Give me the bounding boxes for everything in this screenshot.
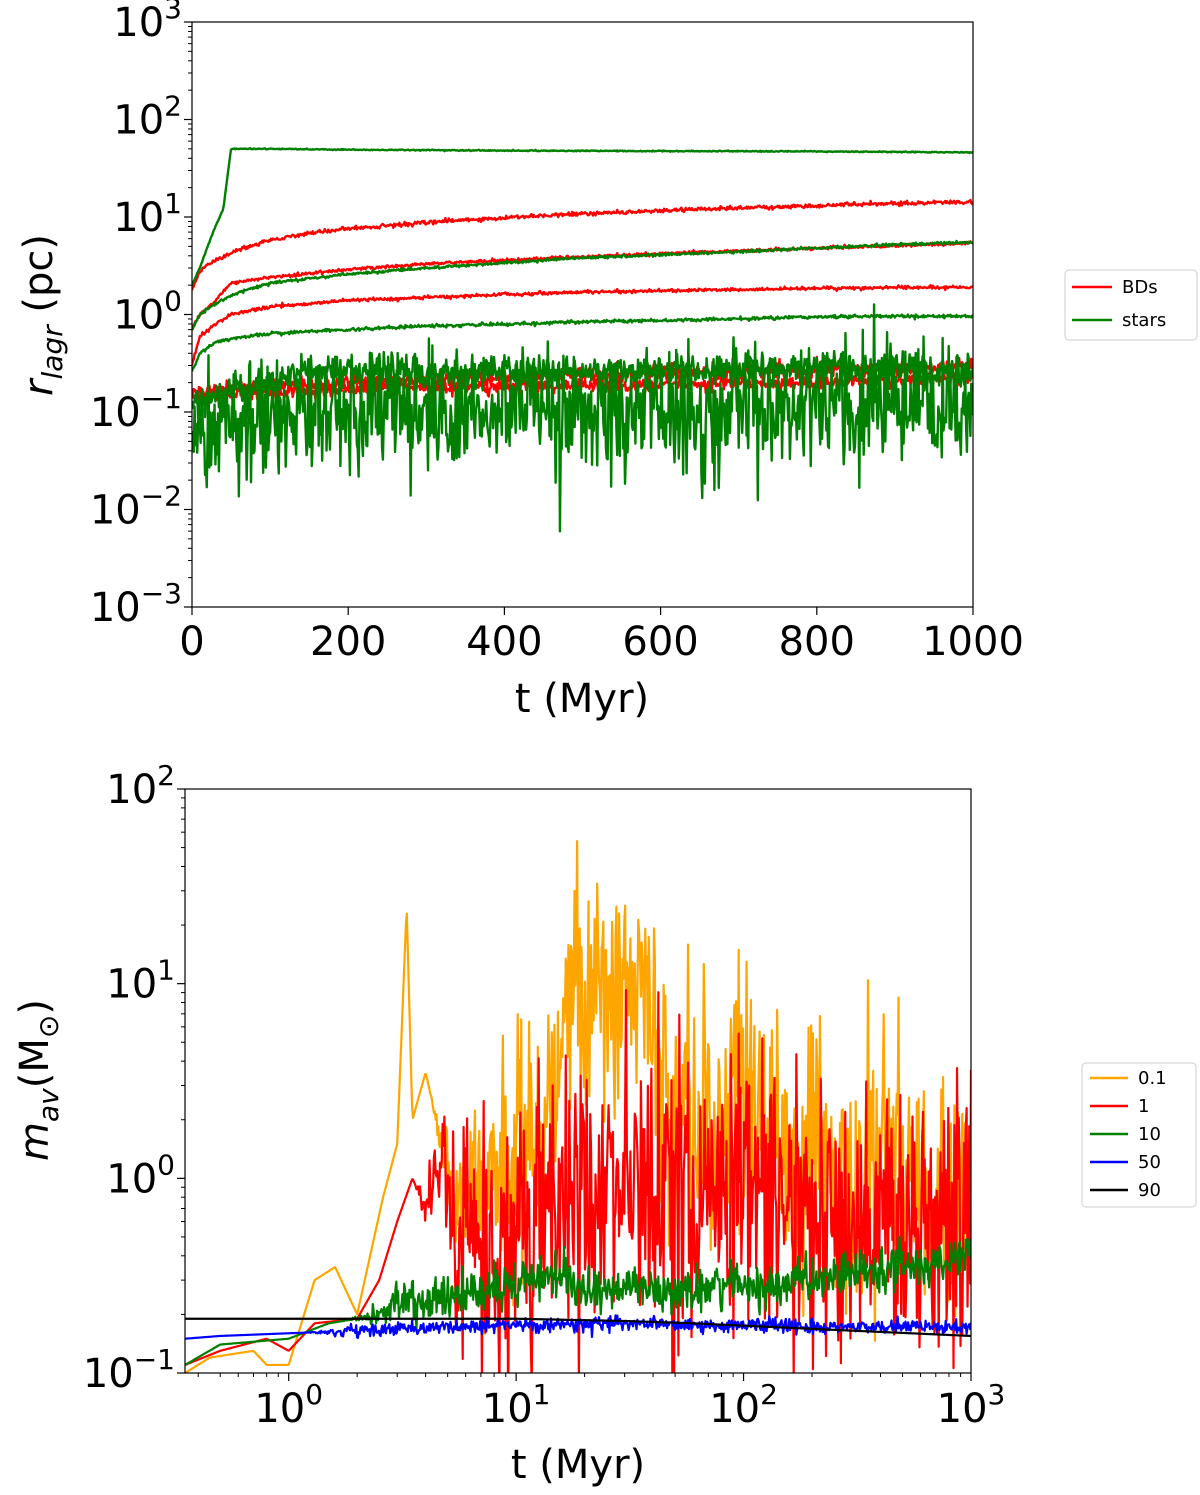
- legend: BDs stars: [1064, 269, 1198, 341]
- series-line-stars: [192, 147, 973, 286]
- series-line-90: [185, 1317, 971, 1338]
- x-axis-label: t (Myr): [511, 1442, 645, 1488]
- y-axis-ticks: 10−3 10−2 10−1 100 101 102 103: [90, 0, 192, 631]
- legend-entry: 1: [1090, 1096, 1149, 1117]
- series-line-bds: [192, 240, 973, 331]
- x-axis-label: t (Myr): [515, 676, 649, 722]
- y-label-close: ): [12, 999, 58, 1015]
- legend-label: 90: [1138, 1180, 1161, 1201]
- x-tick-label: 600: [622, 619, 698, 665]
- chart-lagrangian-radii: 0 200 400 600 800 1000 10−310−210−11001011021…: [16, 0, 1198, 722]
- legend-label: 0.1: [1138, 1068, 1167, 1089]
- minor-ticks: [181, 797, 962, 1377]
- x-axis-ticks: 100 101 102 103: [254, 1373, 1005, 1432]
- x-tick-label: 1000: [922, 619, 1024, 665]
- y-tick-label: 100: [106, 1148, 175, 1202]
- legend-entry: stars: [1072, 310, 1166, 331]
- y-label-unit-sub: ⊙: [32, 1015, 65, 1038]
- series-line-stars: [192, 342, 973, 420]
- y-tick-label: 102: [106, 759, 175, 813]
- x-axis-ticks: 0 200 400 600 800 1000: [179, 607, 1024, 665]
- y-label-sub: lagr: [36, 324, 69, 380]
- series-line-1: [185, 989, 971, 1373]
- y-label-unit: (M: [12, 1038, 58, 1088]
- y-tick-label: 103: [113, 0, 182, 46]
- series-lines: [185, 839, 971, 1373]
- x-tick-label: 101: [482, 1378, 551, 1432]
- y-tick-label: 10−3: [90, 577, 182, 631]
- legend-label: 1: [1138, 1096, 1149, 1117]
- x-tick-label: 200: [310, 619, 386, 665]
- legend-entry: 0.1: [1090, 1068, 1167, 1089]
- legend-label: 50: [1138, 1152, 1161, 1173]
- y-axis-label: rlagr (pc): [16, 234, 69, 396]
- series-line-bds: [192, 283, 973, 366]
- x-tick-label: 102: [709, 1378, 778, 1432]
- series-line-10: [185, 1235, 971, 1366]
- series-line-stars: [192, 239, 973, 331]
- legend-label: BDs: [1122, 277, 1158, 298]
- y-label-unit: (pc): [16, 234, 62, 325]
- y-tick-label: 102: [113, 90, 182, 144]
- x-tick-label: 100: [254, 1378, 323, 1432]
- series-line-50: [185, 1314, 971, 1340]
- y-tick-label: 101: [113, 187, 182, 241]
- series-line-stars: [192, 303, 973, 533]
- plot-frame: [184, 788, 972, 1374]
- x-tick-label: 800: [779, 619, 855, 665]
- series-line-stars: [192, 313, 973, 372]
- legend-label: stars: [1122, 310, 1166, 331]
- y-tick-label: 10−1: [90, 382, 182, 436]
- y-label-base: r: [16, 377, 62, 396]
- y-tick-label: 10−2: [90, 480, 182, 534]
- legend-label: 10: [1138, 1124, 1161, 1145]
- x-tick-label: 0: [179, 619, 204, 665]
- series-line-0-1: [185, 839, 971, 1373]
- series-line-bds: [192, 198, 973, 291]
- y-tick-label: 101: [106, 954, 175, 1008]
- minor-ticks: [188, 25, 192, 579]
- y-axis-ticks: 10−1 100 101 102: [83, 759, 185, 1397]
- y-tick-label: 100: [113, 285, 182, 339]
- legend-entry: 50: [1090, 1152, 1161, 1173]
- y-label-sub: av: [32, 1088, 65, 1122]
- legend: 0.1 1 10 50 90: [1081, 1062, 1197, 1208]
- x-tick-label: 400: [466, 619, 542, 665]
- x-tick-label: 103: [937, 1378, 1006, 1432]
- y-label-base: m: [12, 1122, 58, 1161]
- legend-box: [1081, 1062, 1197, 1208]
- y-tick-label: 10−1: [83, 1343, 175, 1397]
- series-lines: [192, 147, 973, 533]
- y-axis-label: mav(M⊙): [12, 999, 65, 1161]
- legend-entry: BDs: [1072, 277, 1158, 298]
- legend-entry: 10: [1090, 1124, 1161, 1145]
- legend-entry: 90: [1090, 1180, 1161, 1201]
